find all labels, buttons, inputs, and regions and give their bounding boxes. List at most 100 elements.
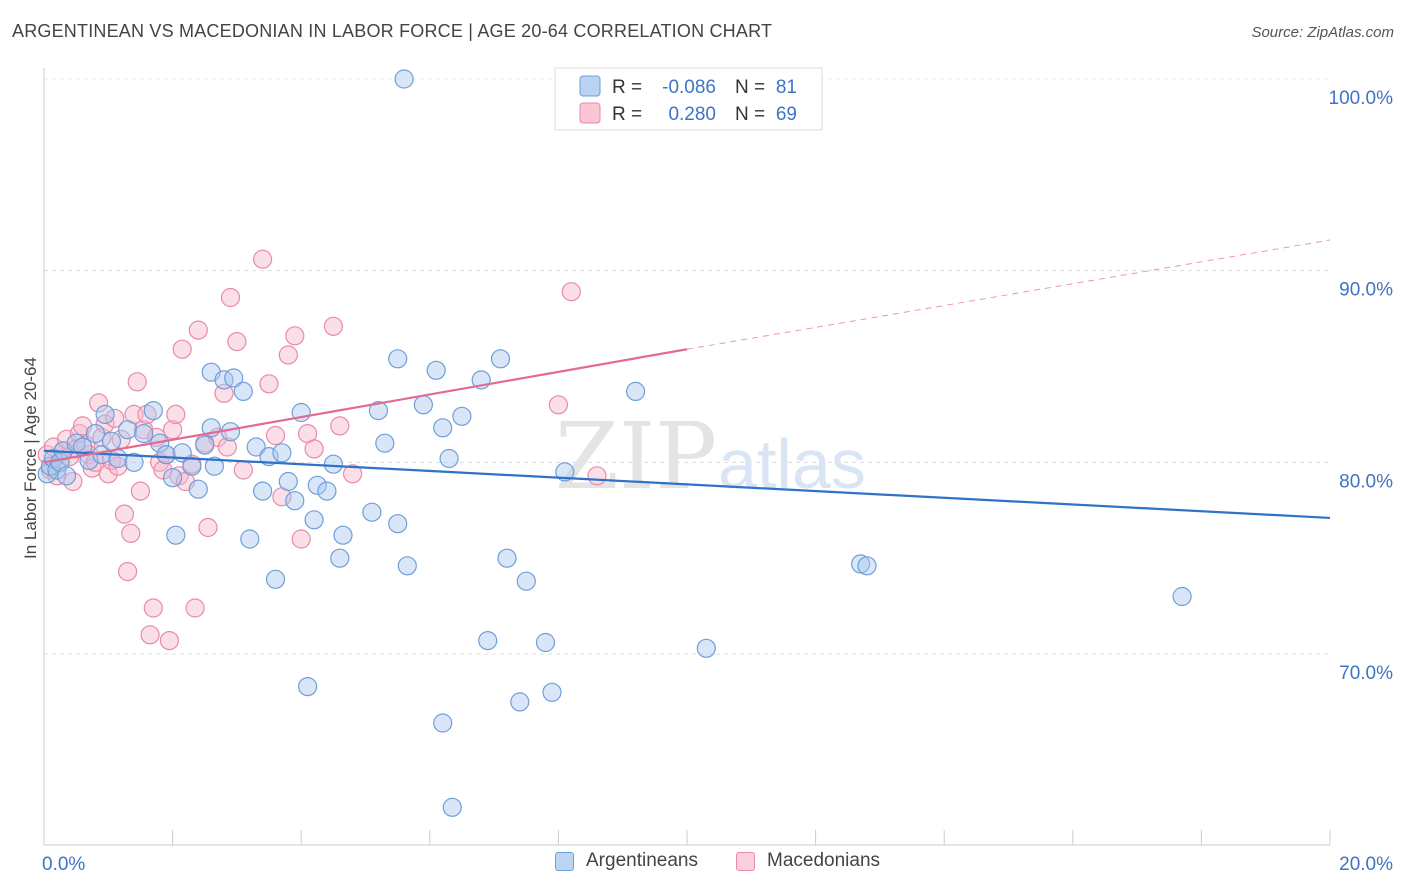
macedonian-point (105, 408, 125, 428)
y-tick-label-90: 90.0% (1339, 280, 1393, 301)
argentinean-point (394, 69, 414, 89)
macedonian-point (108, 456, 128, 476)
macedonian-point (227, 332, 247, 352)
legend-n-value-2: 69 (776, 104, 797, 125)
macedonians-label: Macedonians (767, 850, 881, 871)
argentinean-point (452, 406, 472, 426)
argentinean-point (298, 676, 318, 697)
argentinean-point (413, 395, 433, 415)
argentinean-point (246, 437, 266, 457)
argentinean-point (224, 368, 244, 388)
argentineans-swatch (555, 851, 574, 871)
x-tick-label-min: 0.0% (42, 854, 85, 875)
macedonian-point (259, 374, 279, 394)
legend-item-macedonians[interactable]: Macedonians (736, 850, 880, 872)
macedonians-points (37, 249, 607, 651)
macedonian-point (323, 316, 343, 336)
macedonian-point (89, 393, 109, 413)
argentinean-point (188, 479, 208, 499)
macedonian-point (217, 437, 237, 457)
argentinean-point (426, 360, 446, 380)
macedonian-point (166, 404, 186, 424)
macedonian-point (561, 282, 581, 302)
x-tick-labels: 0.0% 20.0% (42, 854, 1393, 875)
macedonian-point (198, 517, 218, 538)
argentinean-point (368, 401, 388, 421)
macedonian-point (95, 414, 115, 434)
macedonian-point (188, 320, 208, 340)
watermark-atlas: atlas (718, 425, 866, 503)
y-tick-label-70: 70.0% (1339, 663, 1393, 684)
legend-item-argentineans[interactable]: Argentineans (555, 850, 698, 872)
argentinean-point (323, 454, 343, 474)
legend-r-value-1: -0.086 (662, 77, 716, 98)
argentinean-point (516, 571, 536, 591)
argentinean-point (195, 435, 215, 455)
argentinean-point (696, 638, 716, 658)
macedonian-point (214, 383, 234, 403)
argentinean-point (510, 692, 530, 712)
argentinean-point (143, 401, 163, 421)
argentinean-point (117, 420, 138, 440)
macedonian-point (172, 339, 192, 359)
legend-swatch-argentineans (579, 75, 601, 97)
legend-swatch-macedonians (579, 102, 601, 124)
argentinean-point (166, 525, 186, 545)
macedonian-point (185, 598, 205, 618)
argentineans-trend-line (43, 449, 1331, 520)
macedonian-point (265, 425, 286, 446)
argentinean-point (625, 381, 646, 401)
argentinean-point (278, 471, 298, 492)
argentinean-point (497, 548, 517, 568)
macedonian-point (159, 630, 179, 651)
macedonian-point (220, 287, 241, 308)
argentinean-point (362, 502, 382, 522)
argentinean-point (240, 529, 260, 549)
argentinean-point (163, 468, 183, 488)
macedonian-point (117, 561, 138, 582)
grid-lines (44, 78, 1330, 655)
macedonian-point (130, 481, 150, 501)
argentinean-point (101, 431, 122, 451)
macedonian-point (253, 249, 273, 269)
macedonian-point (548, 395, 569, 415)
argentinean-point (555, 462, 575, 482)
macedonian-point (233, 460, 253, 480)
chart-title: ARGENTINEAN VS MACEDONIAN IN LABOR FORCE… (12, 21, 773, 41)
macedonians-trend-extension (686, 239, 1331, 350)
argentinean-point (307, 475, 327, 495)
macedonian-point (304, 439, 324, 459)
argentinean-point (439, 448, 459, 469)
bottom-legend: Argentineans Macedonians (0, 850, 1406, 880)
argentinean-point (108, 448, 128, 469)
argentinean-point (95, 404, 115, 424)
macedonians-trend-line (43, 348, 688, 464)
argentinean-point (317, 481, 337, 501)
argentinean-point (330, 548, 350, 568)
argentinean-point (214, 370, 234, 390)
argentinean-point (375, 433, 395, 453)
macedonian-point (278, 345, 298, 365)
argentinean-point (388, 514, 408, 534)
macedonian-point (121, 523, 141, 543)
argentinean-point (442, 797, 462, 817)
argentinean-point (857, 556, 877, 576)
macedonian-point (587, 466, 607, 486)
argentineans-label: Argentineans (586, 850, 698, 871)
macedonian-point (285, 326, 305, 346)
y-tick-label-80: 80.0% (1339, 471, 1393, 492)
argentinean-point (333, 525, 353, 545)
macedonian-point (127, 372, 147, 392)
macedonians-swatch (736, 851, 755, 871)
x-tick-label-max: 20.0% (1339, 854, 1393, 875)
argentinean-point (253, 481, 273, 501)
argentinean-point (272, 443, 292, 463)
legend-r-label-2: R = (612, 104, 642, 125)
source-label: Source: ZipAtlas.com (1251, 24, 1394, 41)
macedonian-point (143, 598, 163, 618)
argentinean-point (388, 349, 408, 369)
argentinean-point (397, 556, 417, 576)
legend-n-label-2: N = (735, 104, 765, 125)
macedonian-point (330, 416, 350, 436)
